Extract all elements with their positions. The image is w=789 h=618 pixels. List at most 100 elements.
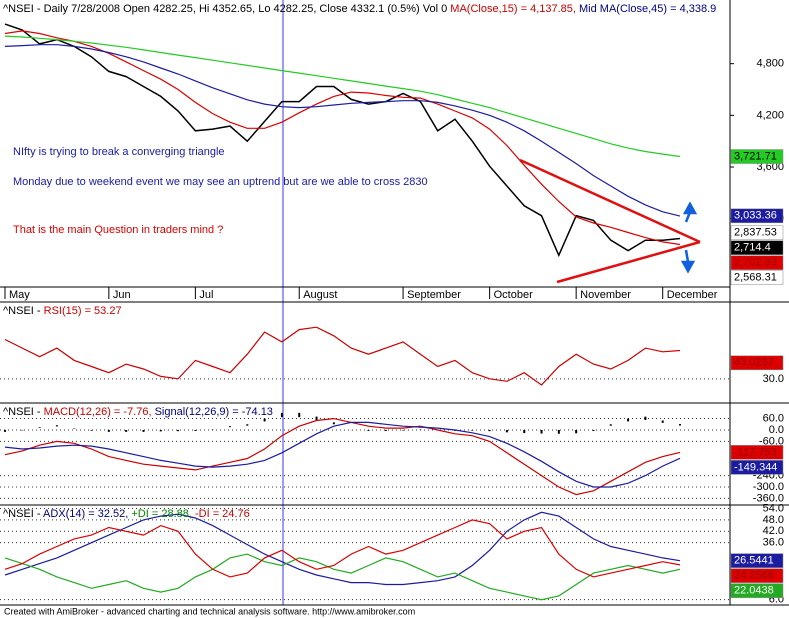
histogram-bar [575,429,578,434]
triangle-lower [556,240,701,284]
y-tick-label: 60.0 [763,412,784,424]
y-tick-label: 42.0 [763,525,784,537]
histogram-bar [488,429,491,432]
histogram-bar [679,424,681,426]
y-tick-label: 36.0 [763,537,784,549]
value-tag-label: 3,033.36 [734,210,777,222]
x-tick-label: November [580,289,631,301]
x-tick-label: Jul [199,289,213,301]
annotation: NIfty is trying to break a converging tr… [13,146,225,158]
value-tag-label: 2,714.4 [734,242,771,254]
histogram-bar [229,426,231,428]
value-tag-label: 2,702.93 [734,257,777,269]
series-line [4,23,681,258]
value-tag [730,445,784,460]
x-tick-label: May [9,289,30,301]
histogram-bar [332,422,335,425]
pane-title: ^NSEI - ADX(14) = 32.52, +DI = 28.88, -D… [3,508,250,520]
value-tag-label: 2,837.53 [734,227,777,239]
title-part: ADX(14) = 32.52, [43,508,131,520]
pane-title: ^NSEI - MACD(12,26) = -7.76, Signal(12,2… [3,406,273,418]
triangle-upper [519,158,701,244]
value-tag-label: -149.344 [734,461,777,473]
histogram-bar [142,429,145,432]
title-part: MACD(12,26) = -7.76, [44,406,155,418]
histogram-bar [384,429,387,431]
histogram-bar [280,412,283,418]
pane-title: ^NSEI - Daily 7/28/2008 Open 4282.25, Hi… [3,3,716,15]
value-tag [730,553,784,568]
histogram-bar [159,429,162,432]
histogram-bar [38,427,41,428]
value-tag-label: 22.0438 [734,585,774,597]
histogram-bar [557,429,560,434]
value-tag-label: 26.5441 [734,555,774,567]
y-tick-label: 0.0 [769,424,784,436]
histogram-bar [298,412,301,418]
value-tag [730,568,784,583]
value-tag-label: 3,721.71 [734,150,777,162]
histogram-bar [609,424,612,426]
triangle-pattern [519,158,701,284]
value-tag-label: -117.763 [734,446,777,458]
series-line [4,417,681,496]
histogram-bar [505,429,508,433]
title-part: +DI = 28.88, [131,508,195,520]
value-tag-label: 43.0237 [734,357,774,369]
arrow-down [680,249,696,274]
value-tag [730,355,784,371]
title-part: ^NSEI - [3,305,44,317]
histogram-bar [194,429,197,431]
value-tag-label: 24.2566 [734,570,774,582]
title-part: ^NSEI - [3,406,44,418]
x-tick-label: Jun [113,289,131,301]
series-line [4,519,681,578]
value-tag [730,208,784,224]
y-tick-label: -60.0 [759,435,784,447]
histogram-bar [592,429,595,431]
series-line [4,35,681,158]
histogram-bar [315,416,318,420]
title-part: Signal(12,26,9) = -74.13 [155,406,273,418]
x-tick-label: October [494,289,533,301]
x-tick-label: December [667,289,718,301]
y-tick-label: 4,200 [756,109,784,121]
annotation: Monday due to weekend event we may see a… [13,176,428,188]
value-tag [730,255,784,270]
histogram-bar [107,429,110,432]
series-line [4,553,681,601]
footer: Created with AmiBroker - advanced charti… [4,606,415,616]
histogram-bar [4,429,6,432]
series-line [4,511,681,586]
histogram-bar [661,420,664,423]
title-part: MA(Close,15) = 4,137.85, [450,3,579,15]
x-tick-label: September [407,289,461,301]
histogram-bar [55,425,58,427]
annotation: That is the main Question in traders min… [13,224,223,236]
y-tick-label: -360.0 [753,492,784,504]
title-part: RSI(15) = 53.27 [44,305,122,317]
histogram-bar [523,429,526,434]
arrow-up [682,201,698,223]
y-tick-label: 3,600 [756,161,784,173]
histogram-bar [177,429,180,432]
series-line [4,421,681,488]
pane-title: ^NSEI - RSI(15) = 53.27 [3,305,122,317]
histogram-bar [263,418,266,422]
value-tag [730,149,784,164]
histogram-bar [246,424,249,426]
histogram-bar [125,429,128,432]
histogram-bar [90,429,93,431]
title-part: -DI = 24.76 [195,508,250,520]
y-tick-label: 4,800 [756,58,784,70]
title-part: ^NSEI - Daily 7/28/2008 Open 4282.25, Hi… [3,3,450,15]
value-tag [730,460,784,475]
title-part: ^NSEI - [3,508,43,520]
series-line [4,44,681,217]
value-tag-label: 2,568.31 [734,272,777,284]
y-tick-label: 30.0 [763,373,784,385]
y-tick-label: 48.0 [763,514,784,526]
histogram-bar [540,429,543,434]
